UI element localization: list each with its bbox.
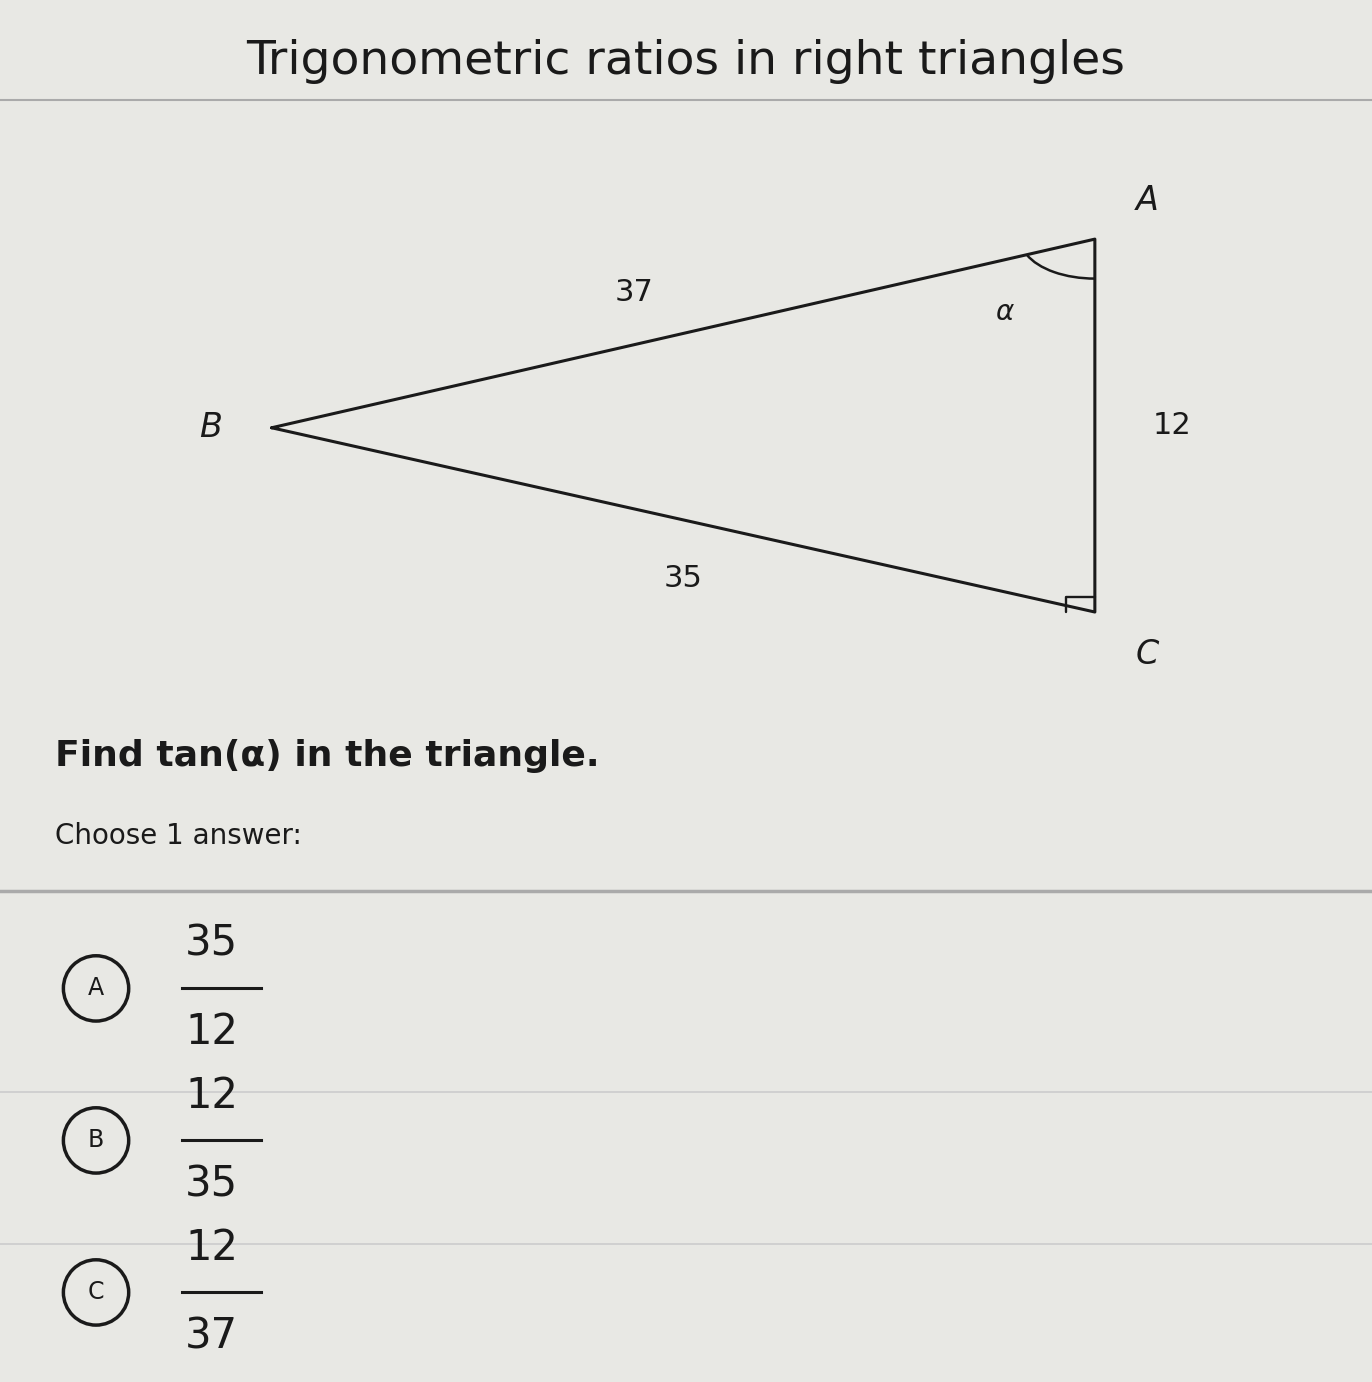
Text: 37: 37	[615, 278, 653, 307]
Text: 35: 35	[185, 1164, 239, 1205]
Text: C: C	[1136, 638, 1159, 672]
Text: Trigonometric ratios in right triangles: Trigonometric ratios in right triangles	[247, 39, 1125, 84]
Text: A: A	[1136, 184, 1159, 217]
Text: 35: 35	[664, 564, 702, 593]
Text: B: B	[88, 1129, 104, 1153]
Text: Find tan(α) in the triangle.: Find tan(α) in the triangle.	[55, 739, 600, 774]
Text: 37: 37	[185, 1316, 239, 1357]
Text: 35: 35	[185, 923, 239, 965]
Text: C: C	[88, 1281, 104, 1305]
Text: 12: 12	[185, 1075, 239, 1117]
Text: Choose 1 answer:: Choose 1 answer:	[55, 822, 302, 850]
Text: 12: 12	[1152, 410, 1191, 439]
Text: 12: 12	[185, 1012, 239, 1053]
Text: A: A	[88, 977, 104, 1001]
Text: B: B	[199, 412, 222, 444]
Text: α: α	[995, 299, 1014, 326]
Text: 12: 12	[185, 1227, 239, 1269]
